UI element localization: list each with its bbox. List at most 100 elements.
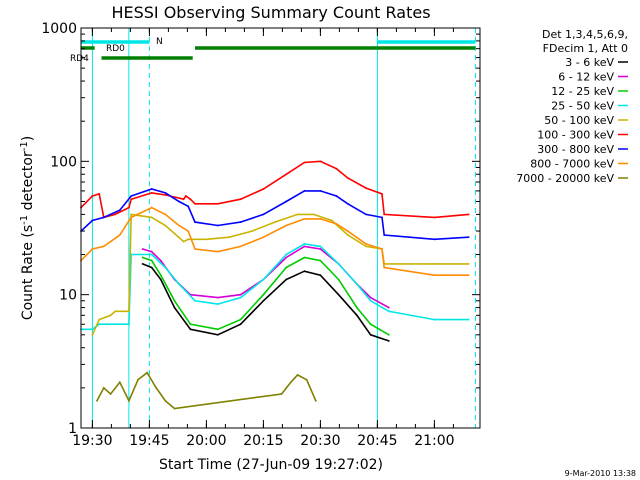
y-tick-label: 1 [68, 421, 77, 437]
legend-label: 3 - 6 keV [565, 56, 614, 69]
data-point [114, 310, 117, 313]
data-point [346, 234, 349, 236]
data-point [319, 274, 322, 277]
data-point [98, 323, 101, 326]
data-point [383, 213, 386, 216]
data-point [303, 190, 306, 192]
data-point [312, 213, 315, 216]
data-point [164, 399, 167, 402]
data-point [285, 224, 288, 227]
data-point [383, 234, 386, 236]
data-point [141, 248, 144, 250]
data-point [365, 187, 367, 190]
data-point [141, 263, 144, 265]
data-point [335, 167, 338, 170]
data-point [285, 200, 288, 203]
data-point [319, 245, 322, 248]
data-point [369, 323, 372, 326]
data-point [150, 253, 153, 256]
status-bar-label: N [156, 37, 163, 47]
y-tick-label: 100 [50, 154, 77, 170]
data-point [194, 221, 196, 224]
data-point [118, 381, 121, 384]
data-point [150, 216, 153, 219]
y-axis-label-part: ) [20, 136, 36, 141]
data-point [178, 200, 180, 203]
data-point [319, 248, 322, 250]
data-point [239, 296, 242, 299]
data-point [159, 274, 162, 277]
x-tick-label: 20:00 [186, 433, 226, 449]
legend-label: 100 - 300 keV [537, 129, 614, 142]
data-point [150, 188, 153, 190]
data-point [433, 238, 436, 241]
data-point [178, 224, 180, 227]
data-point [189, 328, 192, 331]
data-point [356, 306, 358, 309]
data-point [137, 378, 139, 381]
status-bar-label: RD4 [70, 54, 89, 64]
plot-area: N RD0 RD4 19:30 19:45 20:00 20:15 20:30 20:45 21:… [41, 21, 481, 449]
data-point [433, 318, 436, 321]
data-point [118, 234, 121, 236]
data-point [216, 333, 219, 336]
data-point [173, 299, 176, 302]
data-point [194, 299, 196, 302]
data-point [114, 213, 117, 216]
data-point [189, 323, 192, 326]
x-tick-label: 20:45 [357, 433, 397, 449]
data-point [319, 259, 322, 262]
data-point [150, 250, 153, 253]
data-point [433, 263, 436, 265]
data-point [118, 209, 121, 212]
legend-header: FDecim 1, Att 0 [543, 42, 628, 55]
data-point [150, 259, 153, 262]
y-axis-label: Count Rate (s-1 detector-1) [19, 136, 37, 320]
data-point [91, 248, 94, 250]
data-point [164, 266, 167, 269]
data-point [239, 198, 242, 201]
legend-label: 12 - 25 keV [551, 85, 614, 98]
legend-label: 800 - 7000 keV [530, 158, 614, 171]
data-point [303, 161, 306, 164]
data-point [127, 399, 130, 402]
data-point [346, 230, 349, 233]
data-point [335, 195, 338, 197]
data-point [130, 216, 133, 219]
data-point [228, 236, 231, 239]
data-point [146, 371, 149, 374]
data-point [285, 256, 288, 259]
series-line [96, 371, 317, 410]
data-point [467, 318, 470, 321]
data-point [387, 310, 390, 313]
data-point [164, 213, 167, 216]
x-axis-label: Start Time (27-Jun-09 19:27:02) [159, 457, 383, 473]
data-point [369, 296, 372, 299]
data-point [150, 266, 153, 269]
series-line [142, 263, 390, 342]
chart-title: HESSI Observing Summary Count Rates [111, 3, 430, 22]
data-point [262, 293, 265, 296]
data-point [262, 213, 265, 216]
data-point [102, 387, 105, 389]
data-point [319, 190, 322, 192]
data-point [178, 283, 180, 285]
data-point [365, 243, 367, 245]
data-point [262, 278, 265, 281]
data-point [164, 192, 167, 194]
data-point [91, 219, 94, 222]
data-point [356, 314, 358, 317]
data-point [98, 193, 101, 195]
y-axis-label-part: detector [20, 151, 36, 215]
x-tick-label: 21:00 [414, 433, 454, 449]
data-point [239, 318, 242, 321]
data-point [285, 253, 288, 256]
data-point [102, 216, 105, 219]
series-line [81, 243, 469, 331]
data-point [98, 318, 101, 321]
status-bar-label: RD0 [106, 44, 125, 54]
legend: Det 1,3,4,5,6,9,FDecim 1, Att 03 - 6 keV… [516, 28, 628, 185]
data-point [96, 399, 98, 402]
data-point [159, 278, 162, 281]
data-point [173, 407, 176, 410]
